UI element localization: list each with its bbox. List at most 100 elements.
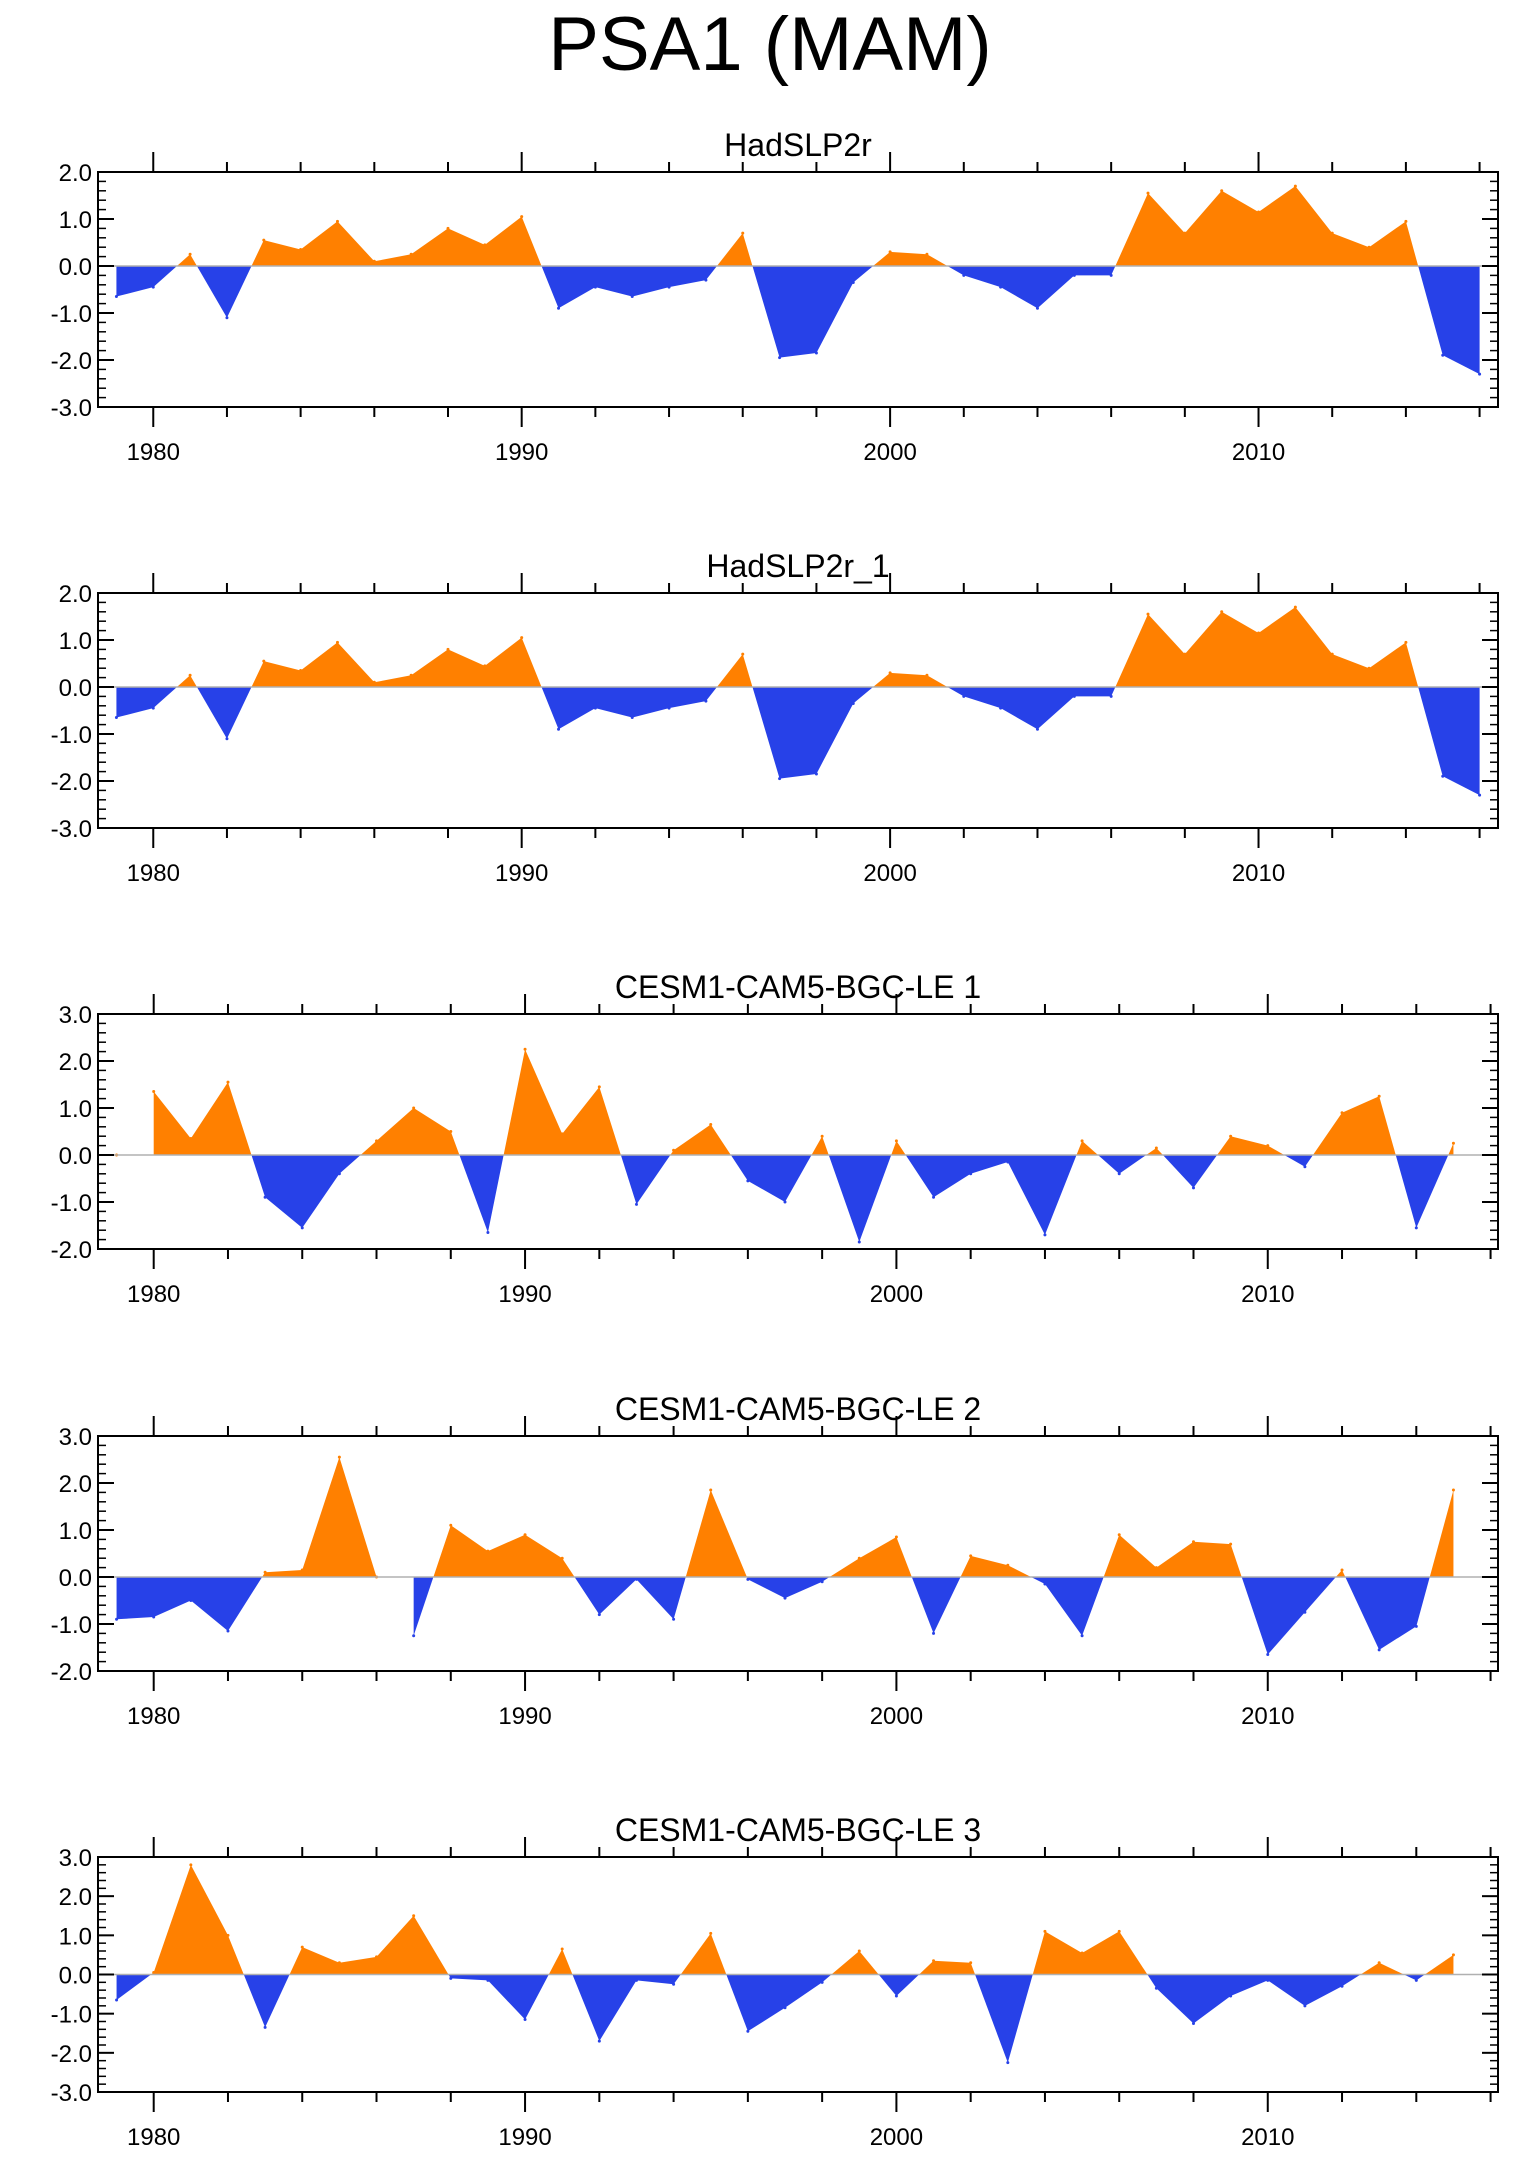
data-point [483, 243, 487, 247]
data-point [630, 716, 634, 720]
y-tick-label: -1.0 [51, 1190, 92, 1217]
data-point [409, 673, 413, 677]
data-point [857, 1949, 861, 1953]
panel-title: CESM1-CAM5-BGC-LE 3 [615, 1812, 981, 1848]
data-point [851, 701, 855, 705]
negative-anomaly-area [541, 687, 717, 730]
data-point [1117, 1533, 1121, 1537]
data-point [741, 652, 745, 656]
x-tick-label: 1980 [127, 860, 180, 887]
data-point [851, 280, 855, 284]
y-tick-label: 3.0 [59, 1424, 92, 1451]
positive-anomaly-area [1032, 1931, 1148, 1975]
data-point [1330, 652, 1334, 656]
data-point [1043, 1233, 1047, 1237]
data-point [449, 1130, 453, 1133]
data-point [820, 1980, 824, 1984]
y-tick-label: 0.0 [59, 1565, 92, 1592]
positive-anomaly-area [1115, 607, 1419, 687]
data-point [114, 295, 118, 299]
x-tick-label: 2010 [1241, 1281, 1294, 1308]
plot-frame [97, 592, 1499, 829]
data-point [894, 1535, 898, 1539]
y-tick-label: -2.0 [51, 1237, 92, 1264]
data-point [925, 252, 929, 256]
data-point [1441, 774, 1445, 778]
data-point [820, 1134, 824, 1138]
data-point [1377, 1961, 1381, 1965]
data-point [1043, 1582, 1047, 1586]
data-point [969, 1554, 973, 1558]
data-point [1220, 610, 1224, 614]
y-tick-label: 2.0 [59, 581, 92, 608]
positive-anomaly-area [716, 233, 753, 266]
y-tick-label: 1.0 [59, 1096, 92, 1123]
data-point [1006, 1160, 1010, 1164]
negative-anomaly-area [116, 266, 177, 297]
x-tick-label: 2010 [1241, 1703, 1294, 1730]
data-point [1043, 1929, 1047, 1933]
data-point [1191, 1540, 1195, 1544]
negative-anomaly-area [196, 266, 252, 318]
data-point [593, 706, 597, 710]
data-point [597, 2039, 601, 2043]
data-point [888, 250, 892, 254]
panel-title: CESM1-CAM5-BGC-LE 1 [615, 969, 981, 1005]
data-point [152, 1615, 156, 1619]
data-point [335, 219, 339, 223]
data-point [1146, 612, 1150, 616]
data-point [1478, 793, 1482, 797]
data-point [152, 1090, 156, 1094]
data-point [1109, 694, 1113, 698]
data-point [560, 1947, 564, 1951]
y-tick-label: -1.0 [51, 301, 92, 328]
data-point [814, 772, 818, 776]
y-tick-label: -1.0 [51, 2002, 92, 2029]
y-tick-label: -3.0 [51, 395, 92, 422]
data-point [1080, 1634, 1084, 1638]
positive-anomaly-area [831, 1951, 879, 1975]
negative-anomaly-area [1098, 1155, 1147, 1174]
data-point [337, 1172, 341, 1176]
data-point [225, 737, 229, 741]
data-point [1340, 1568, 1344, 1572]
negative-anomaly-area [1418, 266, 1480, 375]
negative-anomaly-area [574, 1577, 686, 1620]
y-tick-label: -3.0 [51, 2080, 92, 2107]
data-point [1414, 1978, 1418, 1982]
negative-anomaly-area [572, 1974, 681, 2042]
data-point [263, 1570, 267, 1574]
data-point [1006, 1563, 1010, 1567]
positive-anomaly-area [153, 1082, 252, 1155]
data-point [894, 1139, 898, 1143]
data-point [634, 1978, 638, 1982]
positive-anomaly-area [1335, 1569, 1346, 1577]
positive-anomaly-area [1115, 186, 1419, 266]
plot-frame [97, 1013, 1499, 1250]
negative-anomaly-area [947, 687, 1116, 730]
data-point [1109, 273, 1113, 277]
negative-anomaly-area [459, 1155, 504, 1233]
data-point [1377, 1648, 1381, 1652]
y-tick-label: 1.0 [59, 1518, 92, 1545]
positive-anomaly-area [548, 1949, 573, 1975]
panel-4: CESM1-CAM5-BGC-LE 2 -2.0 -1.0 0.0 1.0 2.0 3.0 1… [51, 1391, 1499, 1730]
x-tick-label: 2000 [870, 1703, 923, 1730]
y-tick-label: -2.0 [51, 2041, 92, 2068]
data-point [299, 248, 303, 252]
negative-anomaly-area [116, 1974, 152, 2000]
negative-anomaly-area [911, 1577, 961, 1634]
data-point [962, 694, 966, 698]
data-point [1377, 1094, 1381, 1098]
positive-anomaly-area [960, 1555, 1032, 1577]
data-point [1154, 1986, 1158, 1990]
data-point [1404, 219, 1408, 223]
data-point [1340, 1111, 1344, 1115]
data-point [560, 1132, 564, 1136]
data-point [226, 1629, 230, 1633]
panel-title: HadSLP2r [724, 127, 872, 163]
data-point [1293, 184, 1297, 188]
data-point [1257, 631, 1261, 635]
negative-anomaly-area [413, 1577, 434, 1636]
negative-anomaly-area [947, 266, 1116, 309]
